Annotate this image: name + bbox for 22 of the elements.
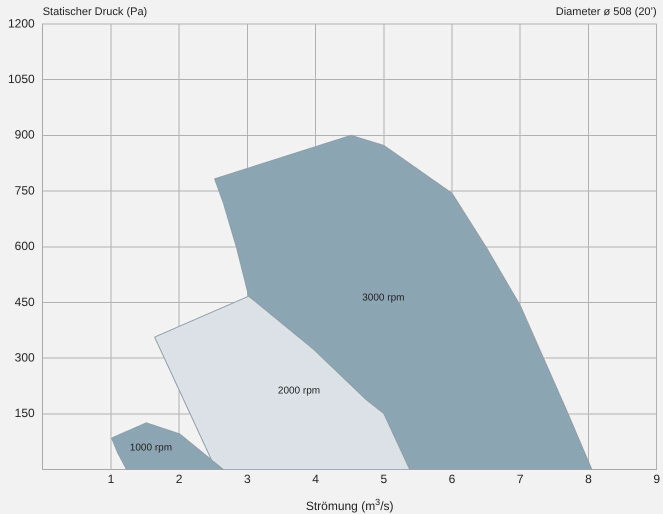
series-label: 1000 rpm — [130, 442, 172, 454]
x-tick-label: 1 — [108, 472, 115, 486]
y-tick-label: 600 — [14, 239, 36, 254]
y-tick-label: 1200 — [8, 16, 36, 30]
y-tick-label: 750 — [14, 183, 36, 198]
x-tick-label: 2 — [176, 472, 183, 486]
y-axis-title: Statischer Druck (Pa) — [42, 6, 148, 18]
x-tick-label: 6 — [448, 472, 456, 486]
x-tick-label: 3 — [244, 472, 252, 486]
x-tick-label: 4 — [312, 472, 320, 486]
chart-title: Diameter ø 508 (20’) — [556, 6, 657, 18]
y-tick-label: 900 — [14, 128, 36, 142]
y-tick-label: 450 — [14, 294, 36, 309]
y-tick-label: 1050 — [8, 72, 36, 86]
x-tick-label: 8 — [585, 472, 592, 486]
y-tick-label: 300 — [14, 350, 36, 365]
x-tick-label: 5 — [380, 472, 388, 486]
series-label: 3000 rpm — [362, 292, 404, 304]
x-tick-label: 9 — [653, 472, 660, 486]
series-label: 2000 rpm — [278, 386, 320, 397]
y-tick-label: 150 — [14, 406, 36, 420]
x-tick-label: 7 — [516, 472, 524, 486]
